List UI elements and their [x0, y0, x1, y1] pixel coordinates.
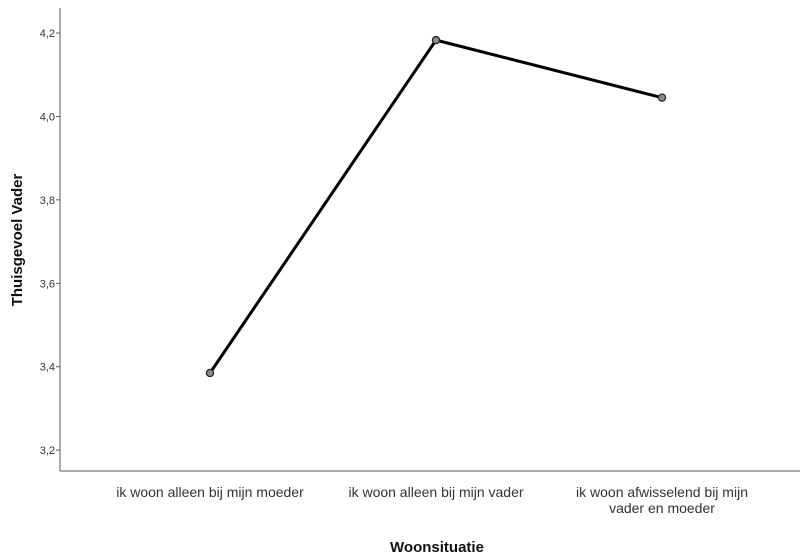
- data-point: [431, 35, 441, 45]
- y-tick-label: 4,0: [40, 111, 55, 123]
- y-tick-label: 4,2: [40, 28, 55, 40]
- x-axis-ticks: ik woon alleen bij mijn moeder ik woon al…: [116, 484, 748, 516]
- x-tick-label: ik woon alleen bij mijn moeder: [116, 484, 304, 500]
- x-axis-title: Woonsituatie: [390, 539, 484, 556]
- y-tick-label: 3,2: [40, 445, 55, 457]
- y-tick-label: 3,8: [40, 195, 55, 207]
- y-tick-label: 3,6: [40, 278, 55, 290]
- series: [205, 35, 667, 378]
- data-point: [657, 93, 667, 102]
- x-tick-label: ik woon afwisselend bij mijn vader en moe…: [576, 484, 748, 516]
- data-point: [205, 368, 215, 378]
- series-line: [208, 38, 664, 375]
- y-axis-ticks: 3,2 3,4 3,6 3,8 4,0 4,2: [40, 28, 60, 457]
- y-axis-title: Thuisgevoel Vader: [9, 174, 26, 307]
- y-tick-label: 3,4: [40, 362, 55, 374]
- axes: [59, 8, 800, 472]
- x-tick-label: ik woon alleen bij mijn vader: [348, 484, 523, 500]
